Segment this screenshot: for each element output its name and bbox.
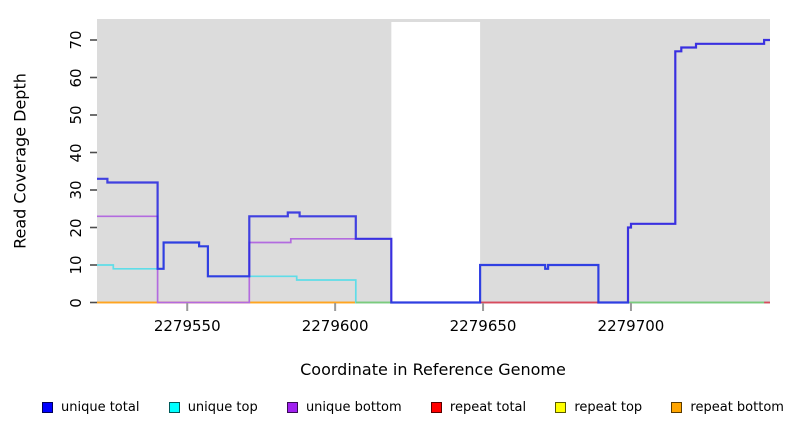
- legend-label: repeat bottom: [690, 400, 784, 415]
- y-tick-label: 20: [67, 217, 85, 238]
- legend: unique total unique top unique bottom repea…: [42, 400, 784, 415]
- legend-item-repeat-top: repeat top: [555, 400, 642, 415]
- legend-label: unique total: [61, 400, 140, 415]
- y-tick-label: 0: [67, 297, 85, 308]
- y-tick-label: 50: [67, 105, 85, 125]
- legend-swatch: [671, 402, 683, 413]
- y-tick-label: 60: [67, 67, 85, 88]
- legend-item-repeat-bottom: repeat bottom: [671, 400, 784, 415]
- legend-label: repeat total: [449, 400, 527, 415]
- legend-swatch: [555, 402, 567, 413]
- legend-label: repeat top: [574, 400, 643, 415]
- y-tick-label: 40: [67, 142, 85, 163]
- legend-item-unique-top: unique top: [168, 400, 258, 415]
- y-tick-label: 10: [67, 255, 85, 275]
- series-unique-total: [97, 38, 770, 304]
- x-axis-label: Coordinate in Reference Genome: [300, 360, 566, 379]
- legend-swatch: [430, 402, 442, 413]
- masked-region: [391, 22, 481, 303]
- y-tick-label: 30: [67, 180, 85, 200]
- y-tick-label: 70: [67, 30, 85, 50]
- legend-label: unique bottom: [305, 400, 402, 415]
- legend-item-unique-bottom: unique bottom: [286, 400, 402, 415]
- x-tick-label: 2279650: [449, 317, 517, 335]
- legend-swatch: [42, 402, 53, 413]
- legend-swatch: [168, 402, 180, 413]
- legend-item-repeat-total: repeat total: [430, 400, 527, 415]
- legend-swatch: [286, 402, 298, 413]
- x-tick-label: 2279700: [597, 317, 665, 335]
- legend-label: unique top: [187, 400, 258, 415]
- x-tick-label: 2279600: [301, 317, 369, 335]
- y-axis-label: Read Coverage Depth: [10, 73, 30, 249]
- x-tick-label: 2279550: [153, 317, 221, 335]
- legend-item-unique-total: unique total: [42, 400, 139, 415]
